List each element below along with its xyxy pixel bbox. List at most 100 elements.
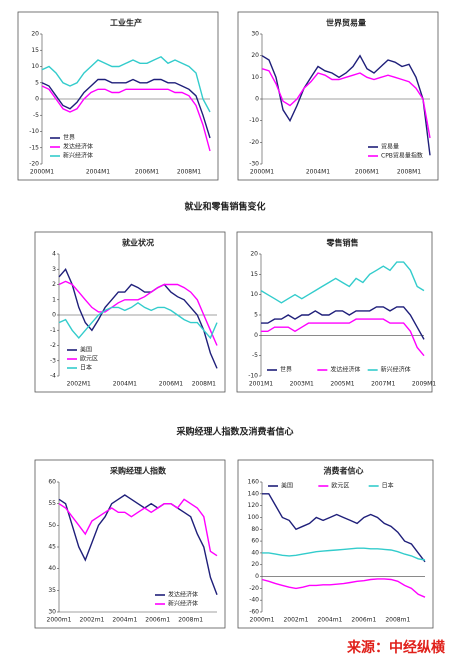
- y-tick-label: 2: [52, 281, 56, 288]
- legend-label: 美国: [281, 482, 293, 490]
- x-tick-label: 2008M1: [192, 381, 216, 388]
- legend-label: 欧元区: [331, 482, 349, 490]
- x-tick-label: 2002m1: [283, 617, 308, 624]
- y-tick-label: -2: [50, 342, 56, 349]
- y-tick-label: -60: [249, 609, 259, 616]
- y-tick-label: 30: [251, 31, 259, 38]
- series-line: [261, 578, 426, 598]
- y-tick-label: 100: [248, 514, 260, 521]
- series-line: [260, 261, 425, 304]
- section-heading: 采购经理人指数及消费者信心: [175, 426, 293, 438]
- y-tick-label: 4: [52, 251, 56, 258]
- y-tick-label: -15: [29, 144, 39, 151]
- y-tick-label: 5: [254, 312, 258, 319]
- x-tick-label: 2008M1: [397, 169, 421, 176]
- x-tick-label: 2004m1: [317, 617, 342, 624]
- legend-label: 美国: [80, 346, 92, 354]
- x-tick-label: 2006m1: [351, 617, 376, 624]
- y-tick-label: 15: [250, 271, 258, 278]
- legend-label: 新兴经济体: [63, 152, 93, 160]
- series-line: [41, 85, 211, 152]
- y-tick-label: 50: [48, 522, 56, 529]
- x-tick-label: 2000m1: [250, 617, 275, 624]
- chart-title: 就业状况: [122, 238, 154, 248]
- panel: [34, 231, 226, 393]
- y-tick-label: 55: [48, 500, 56, 507]
- x-tick-label: 2004M1: [86, 169, 110, 176]
- y-tick-label: 10: [31, 63, 39, 70]
- y-tick-label: 0: [255, 573, 259, 580]
- x-tick-label: 2006m1: [145, 617, 170, 624]
- x-tick-label: 2000m1: [47, 617, 72, 624]
- y-tick-label: -5: [252, 352, 258, 359]
- panel: [17, 11, 219, 181]
- y-tick-label: -10: [248, 373, 258, 380]
- y-tick-label: 80: [251, 526, 259, 533]
- y-tick-label: 20: [251, 561, 259, 568]
- panel: [237, 459, 434, 629]
- y-tick-label: -3: [50, 357, 56, 364]
- y-tick-label: 120: [248, 502, 260, 509]
- y-tick-label: 0: [255, 96, 259, 103]
- series-line: [262, 493, 426, 563]
- y-tick-label: -5: [33, 112, 39, 119]
- x-tick-label: 2004M1: [113, 381, 137, 388]
- y-tick-label: -20: [249, 585, 259, 592]
- x-tick-label: 2007M1: [371, 381, 395, 388]
- y-tick-label: -20: [29, 161, 39, 168]
- x-tick-label: 2000M1: [250, 169, 274, 176]
- x-tick-label: 2008M1: [177, 169, 201, 176]
- y-tick-label: -1: [50, 327, 56, 334]
- y-tick-label: -40: [249, 597, 259, 604]
- x-tick-label: 2005M1: [330, 381, 354, 388]
- chart-title: 零售销售: [326, 238, 359, 248]
- x-tick-label: 2004M1: [306, 169, 330, 176]
- legend-label: 世界: [280, 366, 292, 374]
- y-tick-label: -10: [29, 128, 39, 135]
- series-line: [58, 268, 218, 369]
- x-tick-label: 2000M1: [30, 169, 54, 176]
- x-tick-label: 2008m1: [178, 617, 203, 624]
- x-tick-label: 2002m1: [79, 617, 104, 624]
- series-line: [58, 494, 218, 595]
- y-tick-label: 60: [48, 479, 56, 486]
- y-tick-label: 0: [52, 312, 56, 319]
- y-tick-label: 20: [251, 52, 259, 59]
- y-tick-label: 30: [48, 609, 56, 616]
- legend-label: 世界: [63, 134, 75, 142]
- panel: [237, 11, 439, 181]
- section-heading: 就业和零售销售变化: [184, 201, 265, 213]
- x-tick-label: 2004m1: [112, 617, 137, 624]
- y-tick-label: 10: [251, 74, 259, 81]
- y-tick-label: 20: [250, 251, 258, 258]
- y-tick-label: 10: [250, 291, 258, 298]
- series-line: [261, 318, 425, 357]
- y-tick-label: 0: [35, 96, 39, 103]
- y-tick-label: 60: [251, 538, 259, 545]
- y-tick-label: 20: [31, 31, 39, 38]
- y-tick-label: 160: [248, 479, 260, 486]
- legend-label: 日本: [382, 482, 394, 490]
- y-tick-label: 0: [254, 332, 258, 339]
- x-tick-label: 2001M1: [249, 381, 273, 388]
- series-line: [262, 547, 426, 561]
- y-tick-label: 140: [248, 490, 260, 497]
- legend-label: 发达经济体: [63, 143, 93, 151]
- series-line: [41, 55, 211, 113]
- y-tick-label: 40: [251, 549, 259, 556]
- series-line: [261, 54, 431, 156]
- x-tick-label: 2006M1: [159, 381, 183, 388]
- chart-title: 工业生产: [110, 18, 142, 28]
- x-tick-label: 2003M1: [290, 381, 314, 388]
- legend-label: 日本: [80, 364, 92, 372]
- y-tick-label: 35: [48, 587, 56, 594]
- chart-title: 消费者信心: [324, 466, 364, 476]
- chart-title: 采购经理人指数: [109, 466, 167, 476]
- legend-label: 发达经济体: [330, 366, 360, 374]
- legend-label: 新兴经济体: [381, 366, 411, 374]
- y-tick-label: 5: [35, 79, 39, 86]
- x-tick-label: 2006M1: [355, 169, 379, 176]
- y-tick-label: 15: [31, 47, 39, 54]
- series-line: [41, 78, 211, 139]
